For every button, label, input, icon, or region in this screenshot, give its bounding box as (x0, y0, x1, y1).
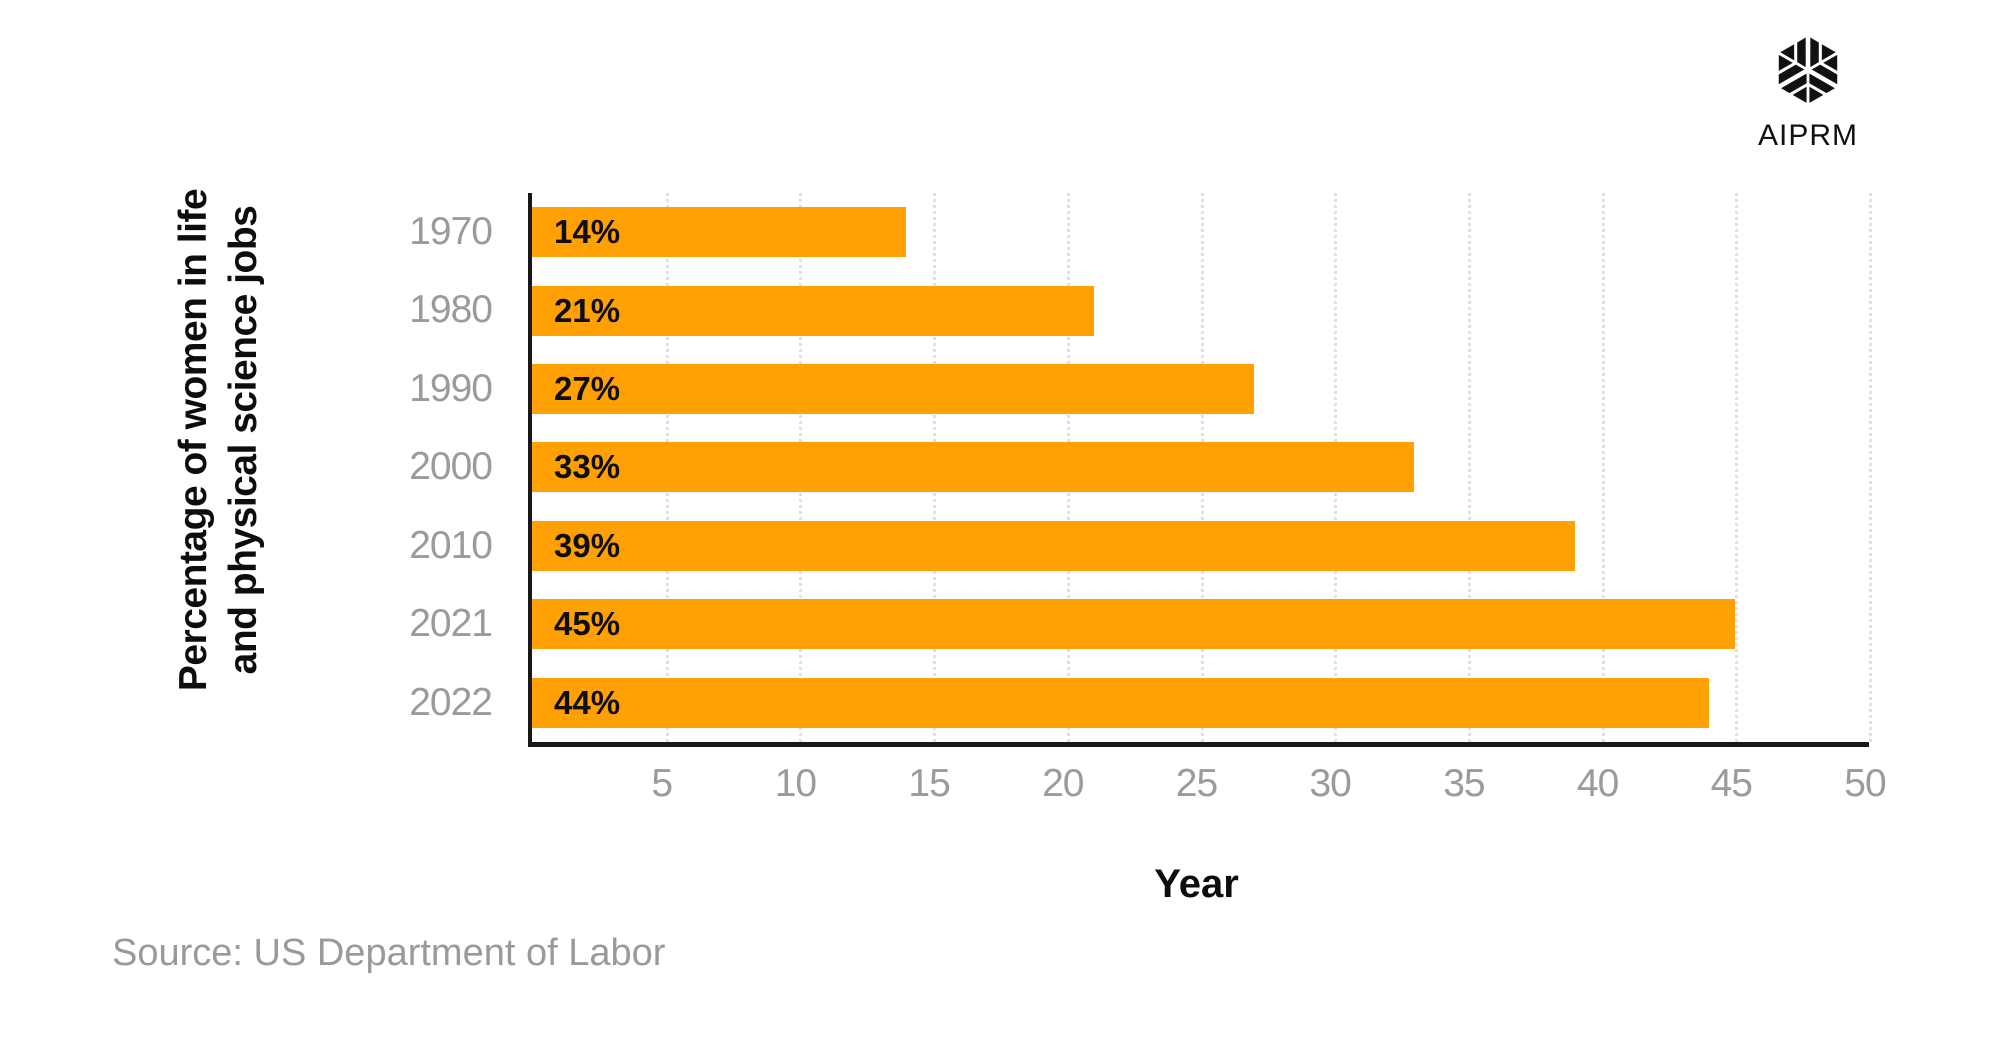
x-tick-label: 20 (1042, 762, 1084, 805)
bar-row: 2022 44% (409, 664, 1869, 742)
category-label: 1990 (409, 366, 493, 410)
bar-row: 1980 21% (409, 271, 1869, 349)
gridline (1735, 193, 1739, 742)
bar: 33% (532, 442, 1415, 493)
aiprm-logo-text: AIPRM (1757, 119, 1858, 152)
bar-value-label: 45% (554, 605, 621, 643)
bar-row: 2010 39% (409, 507, 1869, 585)
bar-row: 2000 33% (409, 428, 1869, 506)
bar: 21% (532, 285, 1094, 336)
x-tick-label: 25 (1175, 762, 1218, 805)
category-label: 2010 (409, 523, 493, 567)
category-label: 2021 (409, 602, 493, 646)
bar-row: 1970 14% (409, 193, 1869, 271)
y-axis-title: Percentage of women in life and physical… (169, 148, 285, 732)
gridline (1869, 193, 1872, 742)
gridline (1467, 193, 1471, 742)
bar-row: 2021 45% (409, 585, 1869, 663)
bar: 27% (532, 364, 1254, 415)
x-tick-label: 10 (774, 762, 817, 805)
x-axis-title: Year (1154, 862, 1239, 906)
bar: 45% (532, 599, 1736, 650)
bar-value-label: 14% (554, 213, 621, 251)
category-label: 2022 (409, 680, 493, 724)
x-axis-ticks: 5 10 15 20 25 30 35 40 45 50 (528, 762, 1886, 812)
bar-value-label: 33% (554, 448, 621, 486)
bar-value-label: 44% (554, 683, 621, 721)
plot-area: 1970 14% 1980 21% 1990 27% 2000 33% 2010 39% 2021 4… (409, 193, 1872, 747)
aiprm-cube-icon (1769, 37, 1847, 110)
x-tick-label: 40 (1576, 762, 1619, 805)
y-axis-title-line-2: and physical science jobs (221, 205, 265, 675)
bar-row: 1990 27% (409, 350, 1869, 428)
category-label: 1970 (409, 210, 493, 253)
category-label: 1980 (409, 288, 493, 332)
x-tick-label: 30 (1309, 762, 1351, 805)
x-tick-label: 45 (1710, 762, 1753, 805)
x-tick-label: 35 (1443, 762, 1485, 805)
bar-value-label: 39% (554, 526, 621, 564)
category-label: 2000 (409, 445, 493, 489)
bar: 39% (532, 520, 1575, 571)
y-axis-title-line-1: Percentage of women in life (172, 188, 215, 692)
bar: 44% (532, 677, 1709, 728)
bar-value-label: 27% (554, 370, 621, 408)
bar: 14% (532, 207, 907, 258)
aiprm-logo: AIPRM (1738, 30, 1878, 153)
x-tick-label: 5 (651, 762, 673, 805)
bar-value-label: 21% (554, 291, 621, 329)
source-note: Source: US Department of Labor (112, 932, 666, 974)
x-tick-label: 50 (1844, 762, 1886, 805)
x-tick-label: 15 (908, 762, 950, 805)
gridline (1601, 193, 1605, 742)
